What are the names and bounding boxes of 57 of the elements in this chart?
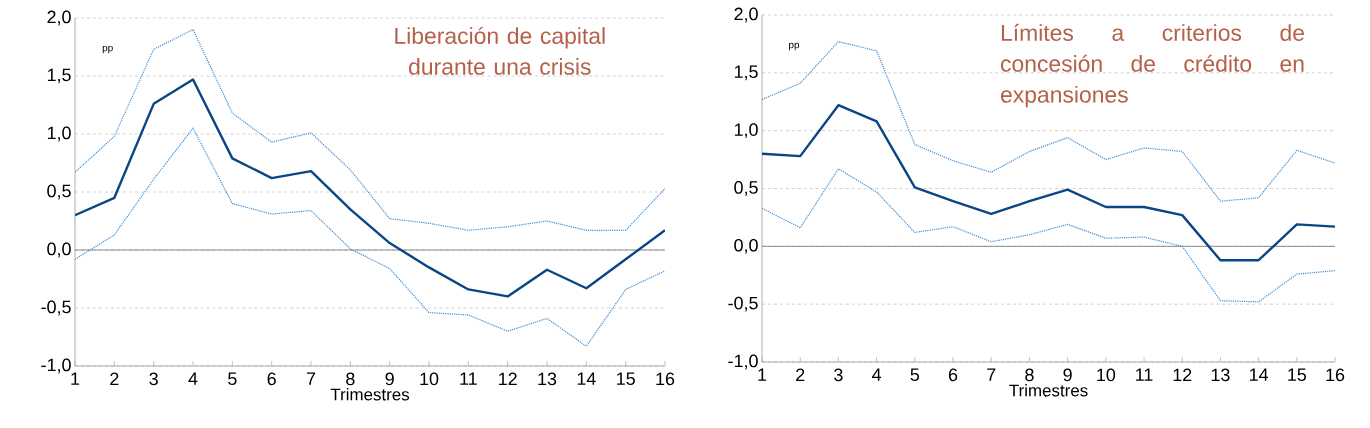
x-tick-label: 3 — [149, 372, 158, 386]
line-series — [75, 127, 666, 347]
x-tick-label: 13 — [1211, 368, 1230, 382]
x-tick-label: 10 — [420, 372, 439, 386]
y-tick-label: -0,5 — [41, 300, 71, 316]
y-tick-label: 1,5 — [47, 68, 71, 84]
x-tick-label: 6 — [267, 372, 276, 386]
x-tick-label: 5 — [228, 372, 237, 386]
x-tick-label: 8 — [346, 372, 355, 386]
x-tick-label: 9 — [1063, 368, 1072, 382]
y-tick-label: 0,5 — [734, 181, 758, 196]
x-tick-label: 4 — [188, 372, 198, 385]
x-tick-label: 8 — [1025, 368, 1034, 382]
y-tick-label: 0,0 — [47, 242, 71, 258]
y-tick-label: 2,0 — [734, 7, 758, 23]
x-tick-label: 11 — [460, 372, 477, 385]
y-tick-label: 2,0 — [47, 10, 71, 26]
x-tick-label: 7 — [306, 372, 316, 385]
x-tick-label: 5 — [910, 368, 920, 382]
x-tick-label: 1 — [71, 372, 80, 385]
y-axis-title: pp — [102, 45, 113, 54]
x-tick-label: 11 — [1136, 368, 1153, 381]
line-series — [75, 78, 666, 298]
x-axis-title: Trimestres — [330, 388, 410, 401]
text: Límites a criterios de concesión de crédito en expansiones — [1000, 23, 1304, 108]
y-tick-label: -1,0 — [41, 358, 71, 374]
x-tick-label: 2 — [110, 372, 119, 386]
x-tick-label: 15 — [1288, 368, 1307, 382]
x-axis-title: Trimestres — [1009, 384, 1088, 397]
x-tick-label: 16 — [1326, 368, 1345, 382]
x-tick-label: 9 — [385, 372, 394, 386]
x-tick-label: 1 — [758, 368, 767, 381]
y-tick-label: 1,0 — [47, 126, 71, 142]
x-tick-label: 4 — [872, 368, 882, 381]
text: Liberación de capital durante una crisis — [395, 26, 605, 75]
x-tick-label: 6 — [948, 368, 958, 382]
x-tick-label: 12 — [499, 372, 517, 386]
y-tick-label: 0,5 — [47, 184, 71, 200]
x-tick-label: 10 — [1097, 368, 1116, 382]
x-tick-label: 3 — [834, 368, 843, 382]
y-tick-label: 1,0 — [734, 123, 758, 139]
x-tick-label: 15 — [617, 372, 635, 386]
line-series — [762, 168, 1336, 303]
x-tick-label: 13 — [538, 372, 557, 386]
line-series — [75, 29, 666, 231]
x-tick-label: 2 — [796, 368, 805, 382]
x-tick-label: 7 — [987, 368, 996, 381]
y-axis-title: pp — [789, 42, 800, 51]
x-tick-label: 14 — [577, 372, 596, 385]
y-tick-label: -1,0 — [728, 354, 758, 370]
y-tick-label: -0,5 — [728, 296, 758, 312]
line-series — [762, 41, 1336, 202]
x-tick-label: 12 — [1173, 368, 1192, 382]
x-tick-label: 14 — [1250, 368, 1269, 381]
y-tick-label: 1,5 — [734, 65, 758, 81]
x-tick-label: 16 — [656, 372, 675, 386]
y-tick-label: 0,0 — [734, 238, 758, 254]
